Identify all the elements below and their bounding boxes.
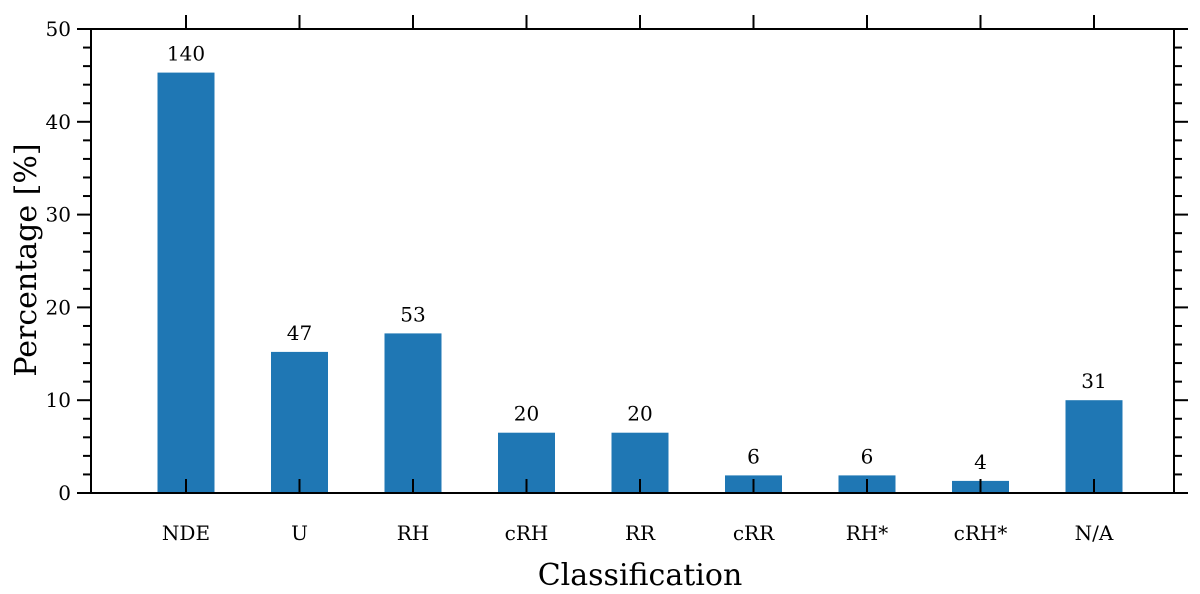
x-tick-label: cRH bbox=[505, 521, 549, 545]
x-axis-title: Classification bbox=[538, 558, 743, 593]
x-tick-label: RH bbox=[397, 521, 430, 545]
bar-data-label: 4 bbox=[974, 450, 987, 474]
bar-data-label: 140 bbox=[167, 42, 205, 66]
bar-RH bbox=[384, 333, 442, 493]
bar-data-label: 47 bbox=[287, 321, 312, 345]
x-tick-label: RH* bbox=[846, 521, 889, 545]
x-tick-label: cRH* bbox=[954, 521, 1008, 545]
bars-group bbox=[157, 72, 1123, 493]
y-tick-label: 0 bbox=[58, 481, 71, 505]
bar-data-label: 31 bbox=[1081, 369, 1106, 393]
bar-data-label: 20 bbox=[627, 402, 652, 426]
y-tick-label: 20 bbox=[46, 295, 71, 319]
bar-data-label: 6 bbox=[747, 444, 760, 468]
y-tick-label: 40 bbox=[46, 110, 71, 134]
bar-N/A bbox=[1065, 400, 1123, 493]
plot-frame bbox=[90, 28, 1175, 494]
x-tick-label: NDE bbox=[162, 521, 210, 545]
x-tick-label: RR bbox=[625, 521, 656, 545]
y-tick-label: 10 bbox=[46, 388, 71, 412]
bar-data-label: 6 bbox=[861, 444, 874, 468]
data-labels-group: 140 47 53 20 20 6 6 4 31 bbox=[167, 42, 1107, 474]
bar-NDE bbox=[157, 72, 215, 493]
bar-U bbox=[271, 351, 328, 493]
x-tick-label: U bbox=[291, 521, 308, 545]
x-tick-label: cRR bbox=[733, 521, 775, 545]
y-tick-label: 50 bbox=[46, 17, 71, 41]
x-axis-ticks: NDE U RH cRH RR cRR RH* cRH* N/A bbox=[162, 15, 1114, 545]
y-axis-ticks: 0 10 20 30 40 50 bbox=[46, 17, 1188, 505]
y-axis-title: Percentage [%] bbox=[9, 143, 44, 376]
x-tick-label: N/A bbox=[1075, 521, 1114, 545]
y-tick-label: 30 bbox=[46, 203, 71, 227]
bar-data-label: 53 bbox=[400, 302, 425, 326]
bar-data-label: 20 bbox=[514, 402, 539, 426]
